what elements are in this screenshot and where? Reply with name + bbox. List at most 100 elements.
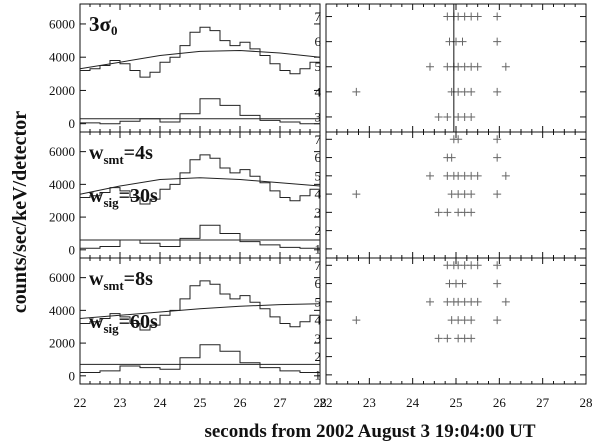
- series-line: [80, 98, 321, 125]
- data-point: [467, 190, 476, 199]
- y-tick-label: 7: [315, 9, 322, 24]
- y-tick-label: 4000: [49, 303, 75, 318]
- data-point: [426, 171, 434, 180]
- y-tick-label: 5: [315, 168, 322, 183]
- x-tick-label: 27: [536, 395, 550, 410]
- data-point: [454, 135, 463, 144]
- x-tick-label: 26: [493, 395, 507, 410]
- data-point: [434, 334, 443, 343]
- series-line: [80, 154, 321, 205]
- x-tick-label: 27: [274, 395, 288, 410]
- y-tick-label: 1: [315, 241, 322, 256]
- panel-annotation: wsmt=8s: [89, 268, 153, 293]
- y-tick-label: 0: [69, 242, 76, 257]
- y-tick-label: 2000: [49, 210, 75, 225]
- data-point: [447, 153, 456, 162]
- data-point: [493, 316, 502, 325]
- panel-left-2: 0 2000 4000 6000 wsmt=4s wsig=30s: [49, 131, 321, 259]
- series-line: [80, 280, 321, 331]
- data-point: [467, 112, 476, 121]
- panel-annotation: wsmt=4s: [89, 142, 153, 167]
- x-tick-label: 23: [363, 395, 376, 410]
- x-tick-label: 24: [406, 395, 420, 410]
- panel-left-1: 0 2000 4000 6000 3σ0: [49, 3, 321, 133]
- y-tick-label: 6000: [49, 270, 75, 285]
- data-point: [493, 153, 502, 162]
- series-line: [79, 49, 321, 70]
- data-point: [493, 190, 502, 199]
- panel-annotation: wsig=30s: [89, 185, 158, 210]
- panel-annotation: wsig=60s: [89, 311, 158, 336]
- series-line: [80, 224, 321, 249]
- y-tick-label: 4: [315, 313, 322, 328]
- x-tick-label: 26: [234, 395, 248, 410]
- data-point: [467, 87, 476, 96]
- y-tick-label: 2000: [49, 83, 75, 98]
- x-tick-label: 28: [580, 395, 593, 410]
- y-tick-label: 6: [315, 34, 322, 49]
- y-tick-label: 0: [69, 368, 76, 383]
- data-point: [467, 208, 476, 217]
- data-point: [473, 62, 482, 71]
- data-point: [443, 334, 452, 343]
- data-point: [473, 261, 482, 270]
- data-point: [493, 135, 502, 144]
- panel-frame: [325, 3, 587, 133]
- data-point: [493, 279, 502, 288]
- x-tick-label: 22: [320, 395, 333, 410]
- y-tick-label: 5: [315, 59, 322, 74]
- data-point: [493, 37, 502, 46]
- x-axis-label: seconds from 2002 August 3 19:04:00 UT: [204, 421, 535, 442]
- data-point: [501, 171, 510, 180]
- series-line: [80, 26, 321, 78]
- x-tick-label: 23: [114, 395, 127, 410]
- x-tick-label: 24: [154, 395, 168, 410]
- series-line: [79, 303, 321, 319]
- y-tick-label: 2000: [49, 336, 75, 351]
- data-point: [473, 297, 482, 306]
- data-point: [352, 316, 361, 325]
- data-point: [458, 37, 467, 46]
- x-tick-label: 22: [74, 395, 87, 410]
- data-point: [426, 62, 434, 71]
- y-tick-label: 1: [315, 367, 322, 382]
- data-point: [473, 171, 482, 180]
- y-tick-label: 6000: [49, 144, 75, 159]
- y-tick-label: 2: [315, 223, 322, 238]
- y-tick-label: 3: [315, 331, 322, 346]
- panels: 0 2000 4000 6000 3σ0 0 2000 4000 6000 wsmt=4s wsig…: [49, 3, 593, 410]
- data-point: [467, 316, 476, 325]
- y-tick-label: 7: [315, 258, 322, 273]
- data-point: [473, 12, 482, 21]
- series-line: [80, 344, 321, 373]
- y-tick-label: 4: [315, 84, 322, 99]
- data-point: [458, 279, 467, 288]
- y-tick-label: 4000: [49, 50, 75, 65]
- y-tick-label: 3: [315, 205, 322, 220]
- data-point: [352, 87, 361, 96]
- data-point: [352, 190, 361, 199]
- data-point: [443, 208, 452, 217]
- data-point: [493, 261, 502, 270]
- panel-frame: [325, 257, 587, 385]
- x-tick-label: 25: [450, 395, 463, 410]
- y-tick-label: 5: [315, 294, 322, 309]
- y-tick-label: 0: [69, 116, 76, 131]
- panel-annotation: 3σ0: [89, 12, 117, 38]
- x-tick-label: 28: [314, 395, 327, 410]
- data-point: [501, 297, 510, 306]
- x-tick-label: 25: [194, 395, 207, 410]
- y-tick-label: 2: [315, 349, 322, 364]
- y-tick-label: 6: [315, 150, 322, 165]
- y-tick-label: 6: [315, 276, 322, 291]
- data-point: [443, 112, 452, 121]
- y-tick-label: 7: [315, 132, 322, 147]
- data-point: [426, 297, 434, 306]
- data-point: [493, 87, 502, 96]
- panel-frame: [325, 131, 587, 259]
- data-point: [467, 334, 476, 343]
- series-line: [79, 177, 321, 195]
